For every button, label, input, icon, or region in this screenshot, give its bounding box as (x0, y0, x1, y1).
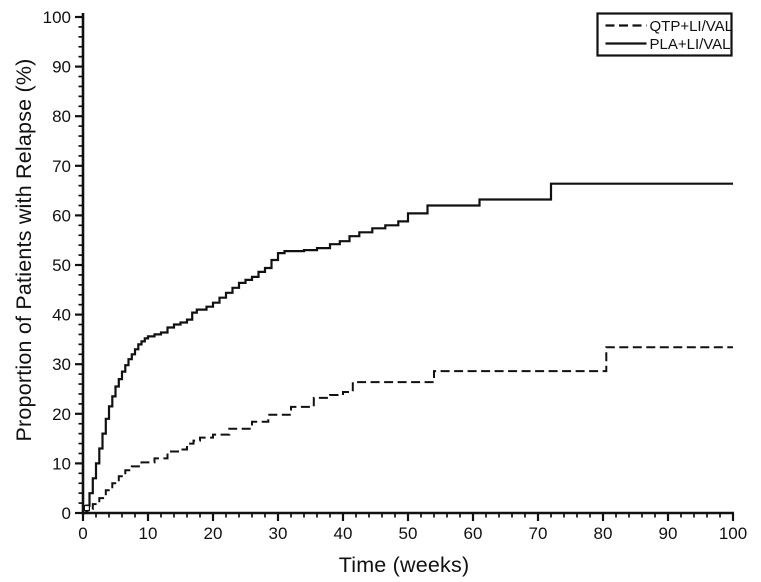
x-tick-label: 50 (399, 524, 418, 543)
x-tick-label: 90 (659, 524, 678, 543)
legend-label: QTP+LI/VAL (650, 18, 734, 35)
x-tick-label: 80 (594, 524, 613, 543)
y-axis-title: Proportion of Patients with Relapse (%) (12, 58, 36, 441)
y-tick-label: 40 (52, 306, 71, 325)
legend-label: PLA+LI/VAL (650, 36, 731, 53)
y-tick-label: 0 (62, 504, 71, 523)
x-tick-label: 20 (204, 524, 223, 543)
y-tick-label: 100 (43, 8, 71, 27)
y-tick-label: 20 (52, 405, 71, 424)
series-qtp-line (83, 346, 733, 514)
y-tick-label: 30 (52, 355, 71, 374)
x-tick-label: 0 (78, 524, 87, 543)
series-layer (83, 182, 733, 515)
axes-layer: 0 10 20 30 40 50 60 70 80 90 100 0 10 20 30 40 50 60 70 80 9… (43, 8, 748, 543)
x-tick-label: 30 (269, 524, 288, 543)
x-tick-label: 100 (719, 524, 747, 543)
legend-box (596, 12, 733, 57)
series-pla-line (83, 182, 733, 515)
x-tick-label: 40 (334, 524, 353, 543)
y-tick-label: 10 (52, 454, 71, 473)
y-tick-label: 50 (52, 256, 71, 275)
x-tick-label: 70 (529, 524, 548, 543)
x-axis-title: Time (weeks) (339, 553, 470, 577)
origin-marker-icon (83, 504, 91, 512)
y-tick-label: 70 (52, 157, 71, 176)
y-tick-label: 90 (52, 58, 71, 77)
x-tick-label: 60 (464, 524, 483, 543)
y-tick-label: 60 (52, 206, 71, 225)
y-tick-label: 80 (52, 107, 71, 126)
x-tick-label: 10 (139, 524, 158, 543)
